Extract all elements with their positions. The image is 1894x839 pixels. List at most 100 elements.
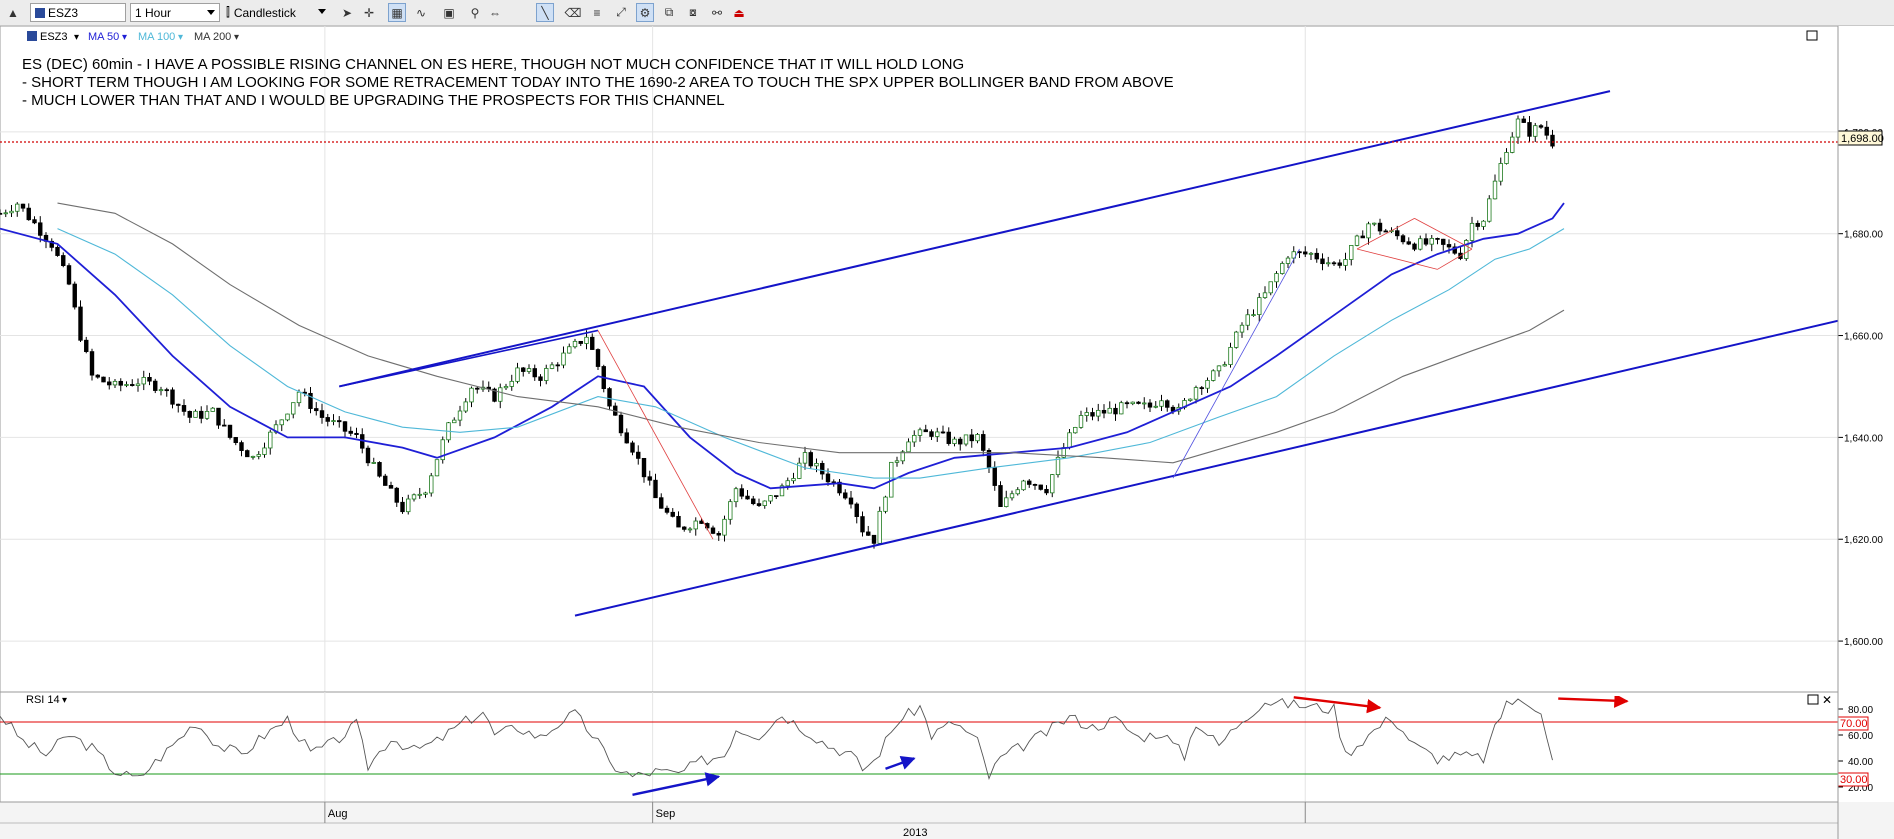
- candle: [1147, 399, 1153, 412]
- candle: [912, 430, 917, 447]
- candle: [894, 456, 900, 467]
- candle: [526, 364, 532, 374]
- candle: [659, 493, 664, 509]
- compare-button[interactable]: ⧉: [664, 5, 674, 19]
- candle-body: [1285, 257, 1291, 264]
- candle-body: [1222, 364, 1227, 367]
- candle: [1142, 397, 1147, 410]
- candle: [923, 424, 928, 433]
- close-icon[interactable]: ✕: [1822, 693, 1832, 707]
- candle-body: [1446, 244, 1452, 248]
- candle: [1510, 132, 1515, 154]
- candle: [1067, 429, 1072, 450]
- candle-body: [1366, 223, 1371, 239]
- candle-body: [785, 480, 790, 487]
- data-window-button[interactable]: ▣: [443, 5, 455, 20]
- header-ma2[interactable]: MA 100: [138, 31, 175, 43]
- candle-body: [544, 368, 549, 381]
- candle: [532, 364, 537, 381]
- candle: [181, 399, 187, 416]
- candle: [250, 455, 256, 460]
- header-symbol[interactable]: ESZ3: [40, 31, 68, 43]
- fib-tool-button[interactable]: ≡: [593, 5, 601, 20]
- candle-body: [1383, 230, 1388, 233]
- candle: [26, 203, 31, 221]
- candle: [1498, 157, 1503, 186]
- zoom-icon[interactable]: ⚲: [470, 5, 480, 20]
- crosshair-tool-button[interactable]: ✛: [363, 5, 375, 20]
- candle-body: [1159, 400, 1164, 407]
- candle-body: [975, 434, 980, 442]
- cursor-tool-button[interactable]: ➤: [341, 5, 353, 20]
- candle-body: [952, 438, 957, 444]
- rsi-label[interactable]: RSI 14: [26, 694, 60, 706]
- layout-button[interactable]: ⧇: [689, 5, 697, 19]
- chart-style-select[interactable]: ⫿ Candlestick: [226, 3, 326, 22]
- candle: [1004, 490, 1009, 508]
- candle-body: [1291, 251, 1296, 259]
- candle-body: [0, 212, 3, 215]
- candle-body: [1475, 222, 1480, 227]
- indicator-settings-button[interactable]: ⚙: [636, 3, 654, 22]
- eraser-tool-button[interactable]: ⌫: [564, 5, 582, 20]
- candle: [135, 378, 141, 392]
- grid-tool-button[interactable]: ▦: [388, 3, 406, 22]
- candle-body: [843, 492, 848, 499]
- candle: [521, 366, 526, 377]
- chevron-down-icon[interactable]: ▾: [234, 32, 239, 43]
- symbol-input[interactable]: ESZ3: [30, 3, 126, 22]
- candle-body: [1073, 426, 1078, 434]
- candle: [1533, 122, 1538, 142]
- chevron-down-icon[interactable]: ▾: [178, 32, 183, 43]
- candle-body: [567, 346, 572, 354]
- candle: [1544, 120, 1549, 140]
- candle: [1124, 400, 1130, 409]
- interval-select[interactable]: 1 Hour: [130, 3, 220, 22]
- annotation-text: ES (DEC) 60min - I HAVE A POSSIBLE RISIN…: [22, 56, 1174, 109]
- candle-body: [176, 403, 181, 406]
- chevron-down-icon[interactable]: ▾: [62, 695, 67, 706]
- candle-body: [164, 389, 169, 392]
- link-button[interactable]: ⚯: [711, 5, 723, 20]
- candle-body: [463, 401, 468, 412]
- indicator-tool-button[interactable]: ∿: [415, 5, 427, 20]
- candle: [1107, 401, 1112, 414]
- candle-body: [906, 441, 911, 453]
- alert-button[interactable]: ⏏: [733, 5, 745, 20]
- header-ma1[interactable]: MA 50: [88, 31, 119, 43]
- time-axis-bg: [0, 802, 1894, 839]
- candle-body: [141, 376, 146, 385]
- candle-body: [1521, 118, 1526, 123]
- channel-upper-line: [339, 90, 1611, 388]
- candle-body: [1349, 245, 1354, 260]
- candle-body: [1429, 238, 1434, 245]
- expand-tool-button[interactable]: ⤢: [616, 5, 626, 19]
- candle: [291, 402, 296, 419]
- candle-body: [923, 429, 928, 433]
- candle-body: [49, 240, 54, 248]
- trendline-tool-button[interactable]: ╲: [536, 3, 554, 22]
- one-to-one-button[interactable]: ⇔: [489, 5, 501, 20]
- candle-body: [377, 462, 382, 477]
- candle-body: [814, 462, 819, 467]
- candle-body: [871, 534, 877, 544]
- candle: [1159, 394, 1164, 412]
- support-line: [1172, 248, 1300, 479]
- candle: [503, 383, 509, 391]
- candle-body: [940, 431, 946, 434]
- candle-body: [860, 516, 865, 533]
- channel-lower-line: [574, 319, 1838, 617]
- candle-body: [877, 510, 882, 544]
- candle: [187, 410, 192, 424]
- collapse-toolbar-button[interactable]: ▲: [7, 5, 19, 20]
- chevron-down-icon[interactable]: ▾: [122, 32, 127, 43]
- candle: [802, 446, 808, 470]
- candle-body: [181, 405, 187, 412]
- header-ma3[interactable]: MA 200: [194, 31, 231, 43]
- chevron-down-icon[interactable]: ▾: [74, 32, 79, 43]
- maximize-pane-icon[interactable]: [1807, 694, 1819, 705]
- candle-body: [716, 532, 721, 536]
- candle: [158, 386, 164, 396]
- candle: [239, 440, 244, 457]
- maximize-pane-icon[interactable]: [1806, 30, 1818, 41]
